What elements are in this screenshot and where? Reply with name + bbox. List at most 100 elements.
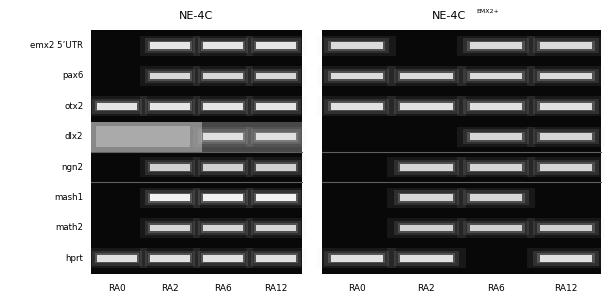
Bar (533, 160, 598, 174)
Bar (394, 99, 459, 114)
Bar (203, 225, 243, 231)
Bar (201, 223, 245, 233)
Bar (394, 69, 459, 83)
Bar (148, 41, 192, 50)
Bar (256, 103, 295, 110)
Bar (322, 30, 601, 274)
Bar (330, 255, 383, 262)
Bar (145, 38, 195, 53)
Bar (537, 132, 595, 142)
Bar (463, 160, 529, 174)
Bar (537, 223, 595, 233)
Bar (256, 133, 295, 140)
Bar (470, 42, 522, 49)
Text: NE-4C: NE-4C (432, 11, 466, 21)
Bar (457, 36, 535, 56)
Bar (527, 248, 605, 268)
Bar (537, 71, 595, 81)
Bar (394, 190, 459, 205)
Bar (140, 218, 200, 238)
Bar (398, 193, 455, 203)
Bar (148, 101, 192, 111)
Bar (398, 71, 455, 81)
Bar (251, 221, 300, 235)
Bar (246, 188, 305, 208)
Bar (198, 130, 248, 144)
Bar (398, 101, 455, 111)
Bar (467, 132, 525, 142)
Bar (140, 248, 200, 268)
Bar (246, 66, 305, 86)
Text: NE-4C: NE-4C (180, 11, 213, 21)
Bar (537, 162, 595, 172)
Text: RA2: RA2 (161, 284, 179, 293)
Bar (254, 41, 297, 50)
Bar (148, 254, 192, 263)
Text: ngn2: ngn2 (61, 163, 83, 172)
Bar (256, 225, 295, 231)
Bar (145, 99, 195, 114)
Text: dlx2: dlx2 (65, 132, 83, 141)
Bar (203, 255, 243, 262)
Bar (463, 69, 529, 83)
Text: mash1: mash1 (54, 193, 83, 202)
Bar (201, 254, 245, 263)
Bar (400, 73, 452, 79)
Bar (203, 164, 243, 171)
Bar (457, 218, 535, 238)
Bar (246, 218, 305, 238)
Bar (330, 103, 383, 110)
Bar (470, 73, 522, 79)
Bar (467, 41, 525, 50)
Bar (328, 71, 386, 81)
Bar (251, 190, 300, 205)
Text: emx2 5’UTR: emx2 5’UTR (31, 41, 83, 50)
Bar (527, 66, 605, 86)
Bar (387, 96, 466, 116)
Bar (387, 188, 466, 208)
Bar (145, 160, 195, 174)
Bar (93, 99, 142, 114)
Bar (193, 96, 253, 116)
Bar (457, 188, 535, 208)
Bar (193, 248, 253, 268)
Bar (88, 248, 147, 268)
Text: RA6: RA6 (214, 284, 232, 293)
Bar (457, 127, 535, 147)
Bar (91, 30, 302, 274)
Bar (251, 130, 300, 144)
Bar (88, 96, 147, 116)
Text: RA6: RA6 (487, 284, 505, 293)
Text: RA12: RA12 (264, 284, 287, 293)
Bar (198, 190, 248, 205)
Bar (539, 42, 592, 49)
Bar (539, 103, 592, 110)
Bar (457, 157, 535, 177)
Bar (467, 101, 525, 111)
Bar (537, 41, 595, 50)
Bar (394, 160, 459, 174)
Bar (246, 127, 305, 147)
Bar (256, 42, 295, 49)
Bar (470, 133, 522, 140)
Bar (470, 103, 522, 110)
Bar (201, 41, 245, 50)
Bar (463, 130, 529, 144)
Text: RA12: RA12 (554, 284, 577, 293)
Bar (537, 101, 595, 111)
Text: RA0: RA0 (348, 284, 365, 293)
Bar (324, 69, 389, 83)
Bar (539, 225, 592, 231)
Bar (198, 69, 248, 83)
Bar (467, 71, 525, 81)
Bar (198, 221, 248, 235)
Bar (533, 69, 598, 83)
Bar (398, 254, 455, 263)
Bar (145, 69, 195, 83)
Bar (140, 188, 200, 208)
Bar (328, 254, 386, 263)
Bar (201, 132, 245, 142)
Bar (97, 255, 137, 262)
Bar (193, 188, 253, 208)
Bar (400, 255, 452, 262)
